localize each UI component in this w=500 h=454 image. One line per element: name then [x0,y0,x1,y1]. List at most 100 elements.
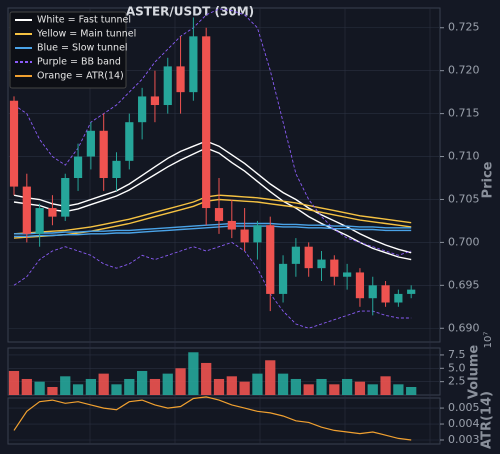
band-line [14,222,412,235]
volume-bar [201,362,212,395]
band-line [14,225,412,238]
candle-body [214,208,224,221]
legend-label: White = Fast tunnel [37,15,131,26]
volume-bar [124,378,135,395]
band-line [13,198,412,239]
y-tick-label: 0.725 [448,21,480,34]
volume-bar [21,378,32,395]
band-line [13,8,412,256]
volume-bar [226,376,237,395]
candle-body [73,156,83,179]
y-tick-label: 7.5 [448,348,466,361]
candle-body [35,208,44,234]
band-line [13,147,412,261]
legend-label: Orange = ATR(14) [37,71,124,82]
candle-body [125,122,134,161]
legend-label: Purple = BB band [37,57,121,68]
volume-bar [111,384,122,395]
volume-bar [342,378,353,395]
y-tick-label: 0.695 [448,278,480,291]
candle-body [368,285,377,299]
volume-bar [47,386,58,395]
chart-title: ASTER/USDT (30M) [126,5,254,19]
volume-bar [265,360,276,395]
candle-body [317,259,326,269]
candle-body [202,36,211,209]
volume-bar [329,384,340,395]
candle-body [278,263,288,294]
y-axis-label: ATR(14) [480,391,495,449]
volume-bar [85,378,96,395]
volume-bar [290,378,301,395]
candle-body [394,293,403,303]
y-tick-label: 0.700 [448,235,480,248]
candle-body [355,272,365,299]
candle-body [138,96,147,123]
volume-bar [367,384,378,395]
y-tick-label: 0.715 [448,107,480,120]
candle-body [291,246,300,264]
candle-body [9,100,19,187]
band-line [13,241,412,329]
volume-bar [34,381,45,395]
candle-body [112,160,121,179]
volume-bar [316,378,327,395]
candle-body [304,246,313,269]
volume-bar [137,370,148,395]
candle-body [253,225,262,243]
y-tick-label: 5.0 [448,361,466,374]
volume-bar [393,384,404,395]
candle-body [381,285,390,303]
volume-bar [72,384,84,395]
y-tick-label: 0.004 [448,417,480,430]
volume-bar [213,378,225,395]
candle-body [266,225,275,294]
volume-bar [303,384,314,395]
candle-body [176,66,185,93]
atr-panel [7,397,441,445]
legend: White = Fast tunnel Yellow = Main tunnel B… [9,11,136,89]
band-line [13,194,412,235]
candle-body [86,130,95,157]
atr-line [13,396,412,441]
y-tick-label: 0.705 [448,192,480,205]
y-tick-label: 0.710 [448,150,480,163]
candle-body [189,36,198,93]
volume-bar [175,368,186,395]
candle-body [48,208,57,217]
candle-body [22,186,31,234]
volume-bar [8,370,20,395]
volume-bar [354,381,366,395]
volume-bar [277,373,289,395]
candle-body [227,220,236,230]
volume-bar [98,373,109,395]
volume-bar [162,373,173,395]
candle-body [343,272,352,277]
candle-body [163,66,172,106]
volume-bar [149,378,161,395]
y-tick-label: 2.5 [448,375,466,388]
axis-exponent: 10⁷ [483,332,494,349]
candle-body [240,229,249,243]
legend-box [9,11,127,89]
volume-bar [380,376,391,395]
volume-bar [239,381,250,395]
y-tick-label: 0.003 [448,433,480,446]
volume-bar [60,376,71,395]
y-tick-label: 0.005 [448,401,480,414]
legend-label: Yellow = Main tunnel [36,29,136,40]
candle-body [99,130,108,179]
y-tick-label: 0.690 [448,321,480,334]
y-tick-label: 0.720 [448,64,480,77]
y-axis-label: Volume [467,345,482,400]
volume-bar [406,386,417,395]
candle-body [407,289,416,294]
legend-label: Blue = Slow tunnel [37,43,128,54]
volume-bar [188,352,199,395]
volume-bar [252,373,263,395]
y-axis-label: Price [481,161,496,198]
candle-body [61,178,70,217]
candle-body [330,259,339,277]
candle-body [150,96,160,106]
